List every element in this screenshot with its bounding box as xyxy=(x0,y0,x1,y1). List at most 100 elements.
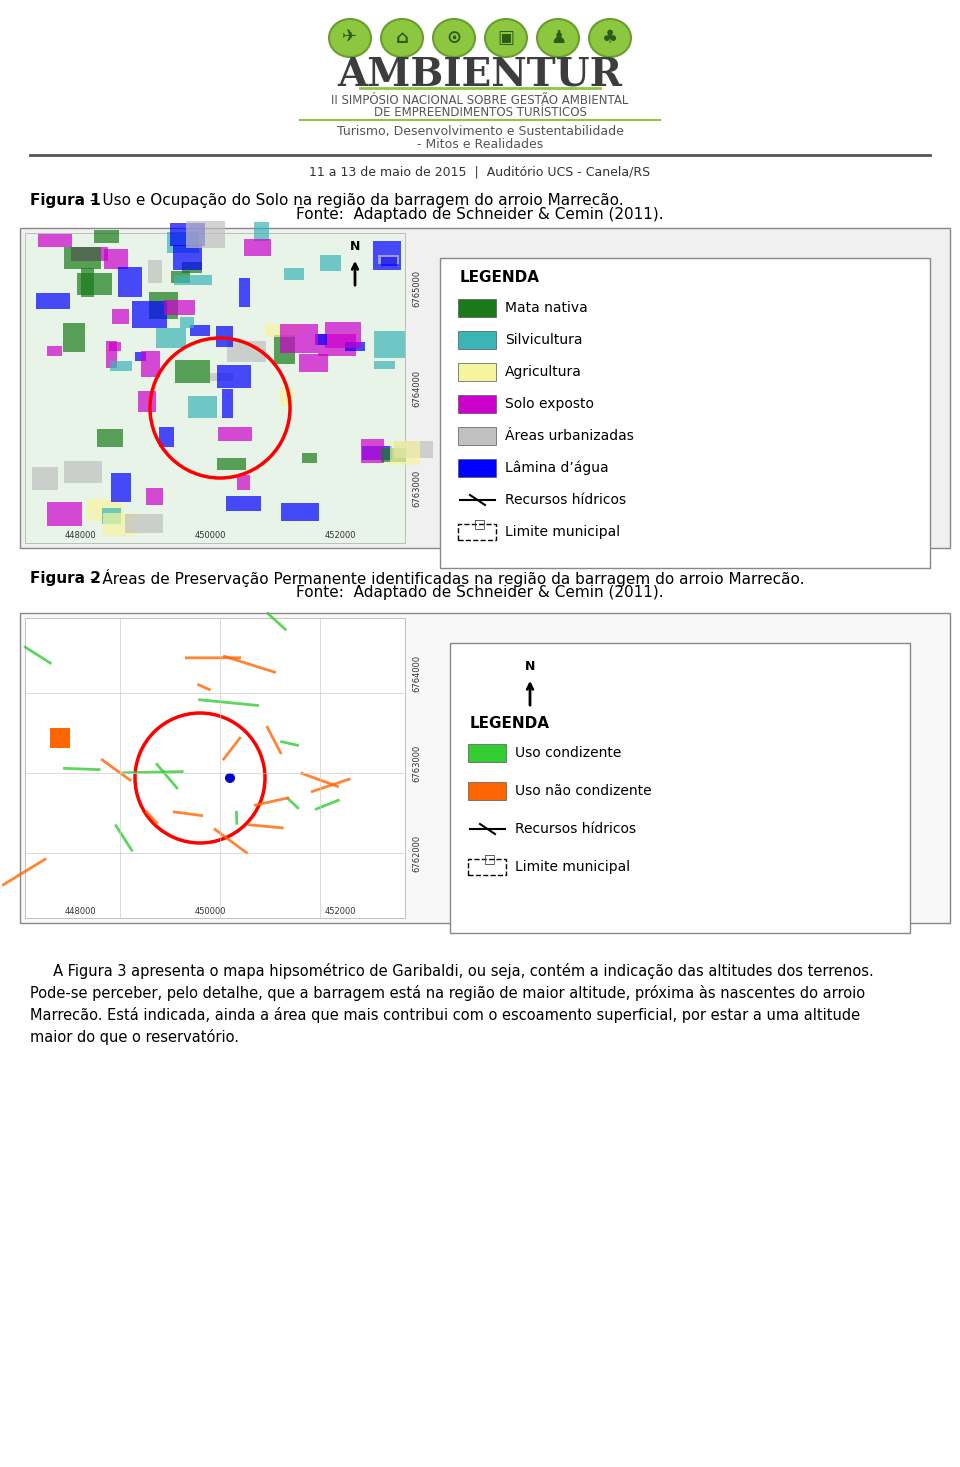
Bar xyxy=(458,362,496,381)
Bar xyxy=(112,310,129,324)
Bar xyxy=(71,246,108,261)
Bar xyxy=(47,502,83,525)
Text: Limite municipal: Limite municipal xyxy=(515,860,630,874)
Bar xyxy=(227,340,266,362)
Bar xyxy=(20,227,950,549)
Text: 6762000: 6762000 xyxy=(412,835,421,871)
Text: Agricultura: Agricultura xyxy=(505,365,582,378)
Text: Recursos hídricos: Recursos hídricos xyxy=(505,493,626,508)
Bar xyxy=(216,326,233,348)
Bar xyxy=(108,342,121,351)
Bar xyxy=(37,235,73,246)
Bar xyxy=(373,361,396,370)
Bar xyxy=(217,365,251,387)
Bar xyxy=(174,245,203,270)
Bar xyxy=(167,232,199,252)
Bar xyxy=(390,440,420,465)
Bar xyxy=(103,513,137,537)
Bar xyxy=(50,728,70,748)
Bar xyxy=(82,267,94,298)
Bar xyxy=(440,258,930,568)
Bar xyxy=(36,293,70,310)
Bar xyxy=(77,273,111,295)
Bar xyxy=(171,271,190,283)
Bar xyxy=(275,334,296,364)
Bar xyxy=(301,453,317,462)
Bar xyxy=(118,267,142,296)
Ellipse shape xyxy=(433,19,475,57)
Bar xyxy=(244,239,271,255)
Bar xyxy=(315,334,327,345)
Text: Uso não condizente: Uso não condizente xyxy=(515,783,652,798)
Text: Limite municipal: Limite municipal xyxy=(505,525,620,538)
Bar xyxy=(458,299,496,317)
Bar xyxy=(190,326,210,336)
Text: 11 a 13 de maio de 2015  |  Auditório UCS - Canela/RS: 11 a 13 de maio de 2015 | Auditório UCS … xyxy=(309,166,651,179)
Text: 450000: 450000 xyxy=(194,531,226,540)
Bar xyxy=(149,292,178,320)
Text: 448000: 448000 xyxy=(64,531,96,540)
Text: 450000: 450000 xyxy=(194,907,226,915)
Bar xyxy=(284,267,303,280)
Bar xyxy=(266,324,301,337)
Bar xyxy=(374,332,405,358)
Bar xyxy=(325,323,361,348)
Bar xyxy=(111,474,132,502)
Text: Pode-se perceber, pelo detalhe, que a barragem está na região de maior altitude,: Pode-se perceber, pelo detalhe, que a ba… xyxy=(30,984,865,1000)
Bar xyxy=(125,515,163,534)
Text: maior do que o reservatório.: maior do que o reservatório. xyxy=(30,1028,239,1045)
Bar xyxy=(25,233,405,543)
Bar xyxy=(20,613,950,923)
Bar xyxy=(458,524,496,540)
Text: Mata nativa: Mata nativa xyxy=(505,301,588,315)
Bar xyxy=(319,334,356,356)
Text: Figura 2: Figura 2 xyxy=(30,571,101,585)
Text: Silvicultura: Silvicultura xyxy=(505,333,583,348)
Text: Áreas urbanizadas: Áreas urbanizadas xyxy=(505,428,634,443)
Text: 6763000: 6763000 xyxy=(412,469,421,506)
Bar xyxy=(109,361,132,371)
Text: ✈: ✈ xyxy=(343,29,357,47)
Bar xyxy=(239,277,251,308)
Bar xyxy=(64,246,101,268)
Bar xyxy=(458,332,496,349)
Text: □: □ xyxy=(474,518,486,531)
Bar xyxy=(378,255,399,264)
Bar xyxy=(381,447,406,462)
Bar xyxy=(148,260,162,283)
Bar xyxy=(279,387,294,406)
Bar xyxy=(174,276,212,285)
Bar xyxy=(450,643,910,933)
Text: 452000: 452000 xyxy=(324,907,356,915)
Bar xyxy=(226,496,260,511)
Bar xyxy=(87,499,123,521)
Text: ▣: ▣ xyxy=(497,29,515,47)
Bar xyxy=(361,439,384,464)
Bar xyxy=(132,301,167,329)
Bar xyxy=(64,461,103,483)
Bar xyxy=(25,618,405,918)
Bar xyxy=(138,390,156,412)
Bar xyxy=(281,503,319,521)
Text: 6765000: 6765000 xyxy=(412,270,421,307)
Text: Solo exposto: Solo exposto xyxy=(505,398,594,411)
Bar xyxy=(254,222,269,241)
Text: 6764000: 6764000 xyxy=(412,654,421,691)
Bar xyxy=(156,329,186,348)
Text: Turismo, Desenvolvimento e Sustentabilidade: Turismo, Desenvolvimento e Sustentabilid… xyxy=(337,126,623,138)
Text: ⊙: ⊙ xyxy=(446,29,462,47)
Bar xyxy=(102,508,121,524)
Bar xyxy=(180,317,194,329)
Bar xyxy=(395,442,434,458)
Bar xyxy=(164,299,196,315)
Text: Marrecão. Está indicada, ainda a área que mais contribui com o escoamento superf: Marrecão. Está indicada, ainda a área qu… xyxy=(30,1006,860,1022)
Text: Lâmina d’água: Lâmina d’água xyxy=(505,461,609,475)
Bar xyxy=(94,230,119,244)
Text: Fonte:  Adaptado de Schneider & Cemin (2011).: Fonte: Adaptado de Schneider & Cemin (20… xyxy=(297,585,663,600)
Text: N: N xyxy=(349,241,360,252)
Bar xyxy=(468,744,506,761)
Bar xyxy=(236,475,251,490)
Ellipse shape xyxy=(589,19,631,57)
Bar xyxy=(158,427,174,446)
Bar xyxy=(106,342,117,368)
